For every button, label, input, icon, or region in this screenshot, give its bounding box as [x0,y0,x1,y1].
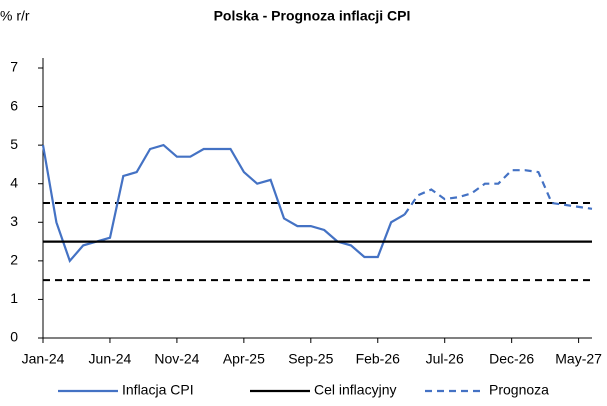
y-tick-label: 1 [10,290,18,306]
y-tick-label: 0 [10,329,18,345]
x-tick-label: Jul-26 [426,351,464,367]
x-tick-label: Jan-24 [22,351,65,367]
x-tick-label: Sep-25 [288,351,333,367]
legend-label: Prognoza [489,382,549,398]
y-tick-label: 7 [10,59,18,75]
y-axis-label: % r/r [0,8,30,24]
legend-label: Inflacja CPI [122,382,194,398]
series-line [41,143,406,264]
y-tick-label: 5 [10,136,18,152]
y-tick-label: 3 [10,213,18,229]
x-tick-label: Apr-25 [223,351,265,367]
x-tick-label: Nov-24 [154,351,199,367]
x-tick-label: Jun-24 [89,351,132,367]
x-tick-label: Dec-26 [489,351,534,367]
series-line [403,169,593,216]
y-tick-label: 4 [10,174,18,190]
legend-label: Cel inflacyjny [314,382,396,398]
x-tick-label: Feb-26 [356,351,401,367]
chart-title: Polska - Prognoza inflacji CPI [214,8,411,24]
y-tick-label: 2 [10,252,18,268]
x-tick-label: May-27 [555,351,602,367]
y-tick-label: 6 [10,97,18,113]
